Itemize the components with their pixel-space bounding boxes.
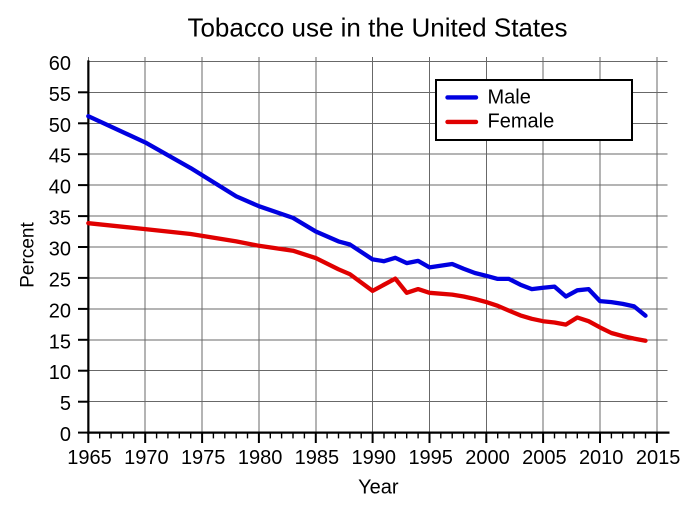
svg-text:2000: 2000 [465,447,510,469]
svg-text:Tobacco use in the United Stat: Tobacco use in the United States [187,13,567,43]
svg-text:1995: 1995 [408,447,453,469]
svg-text:1980: 1980 [238,447,283,469]
svg-text:2015: 2015 [636,447,681,469]
svg-text:Male: Male [488,86,531,108]
svg-text:30: 30 [49,239,71,261]
svg-text:Year: Year [358,477,399,499]
svg-text:Female: Female [488,110,555,132]
svg-text:50: 50 [49,115,71,137]
svg-text:15: 15 [49,331,71,353]
svg-text:1970: 1970 [124,447,169,469]
svg-text:2005: 2005 [522,447,567,469]
svg-text:1965: 1965 [67,447,112,469]
svg-text:60: 60 [49,53,71,75]
svg-text:25: 25 [49,269,71,291]
svg-text:55: 55 [49,84,71,106]
svg-text:2010: 2010 [579,447,624,469]
svg-text:1990: 1990 [352,447,397,469]
svg-text:5: 5 [60,393,71,415]
svg-text:35: 35 [49,208,71,230]
svg-text:Percent: Percent [18,222,39,288]
svg-text:20: 20 [49,300,71,322]
svg-text:1975: 1975 [181,447,226,469]
svg-text:45: 45 [49,146,71,168]
svg-text:10: 10 [49,362,71,384]
svg-text:0: 0 [60,424,71,446]
svg-text:1985: 1985 [295,447,340,469]
svg-text:40: 40 [49,177,71,199]
